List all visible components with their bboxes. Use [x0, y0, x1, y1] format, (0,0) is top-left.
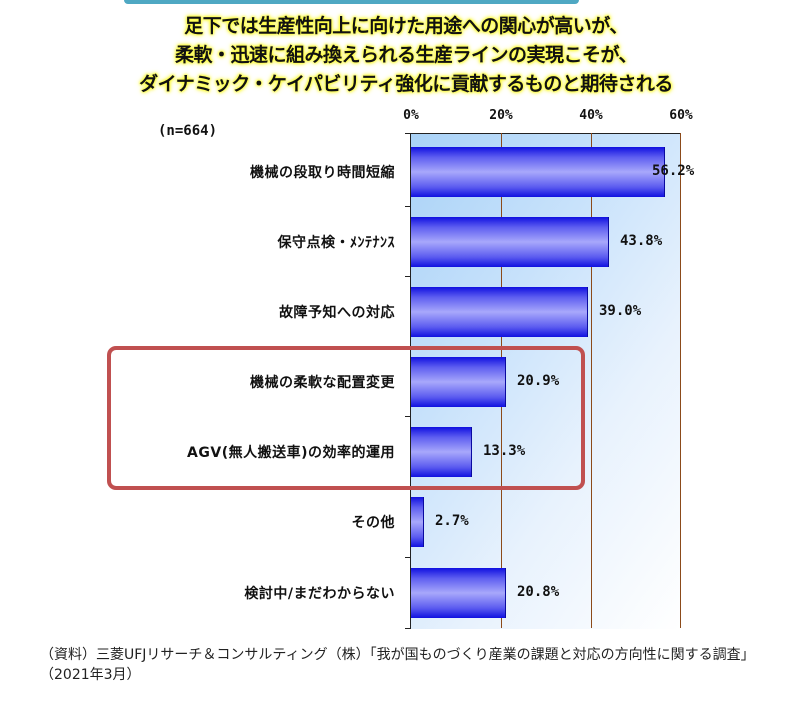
bar	[411, 497, 424, 547]
axis-tick	[405, 557, 411, 558]
x-tick-0: 0%	[403, 108, 419, 123]
category-label: 検討中/まだわからない	[244, 586, 395, 602]
x-tick-60: 60%	[669, 108, 693, 123]
bar	[411, 568, 506, 618]
highlight-box	[107, 346, 585, 490]
x-tick-20: 20%	[489, 108, 513, 123]
bar	[411, 217, 609, 267]
axis-tick	[405, 133, 411, 134]
value-label: 56.2%	[652, 163, 695, 179]
chart-headline: 足下では生産性向上に向けた用途への関心が高いが、 柔軟・迅速に組み換えられる生産…	[0, 12, 812, 99]
value-label: 20.8%	[517, 584, 560, 600]
source-note: （資料）三菱UFJリサーチ＆コンサルティング（株）「我が国ものづくり産業の課題と…	[40, 647, 755, 683]
top-accent-bar	[124, 0, 579, 4]
headline-line-2: 柔軟・迅速に組み換えられる生産ラインの実現こそが、	[174, 44, 638, 66]
value-label: 20.9%	[517, 373, 560, 389]
bar	[411, 287, 588, 337]
category-label: 保守点検・ﾒﾝﾃﾅﾝｽ	[277, 235, 395, 251]
category-label: 故障予知への対応	[279, 305, 395, 321]
category-label: 機械の柔軟な配置変更	[250, 375, 395, 391]
gridline-40	[591, 133, 592, 628]
gridline-60	[680, 133, 681, 628]
value-label: 39.0%	[599, 303, 642, 319]
category-label: 機械の段取り時間短縮	[250, 165, 395, 181]
value-label: 2.7%	[435, 513, 469, 529]
category-label: AGV(無人搬送車)の効率的運用	[187, 445, 395, 461]
axis-tick	[405, 276, 411, 277]
value-label: 43.8%	[620, 233, 663, 249]
axis-tick	[405, 628, 411, 629]
value-label: 13.3%	[483, 443, 526, 459]
headline-line-3: ダイナミック・ケイパビリティ強化に貢献するものと期待される	[139, 73, 673, 95]
bar	[411, 357, 506, 407]
axis-tick	[405, 206, 411, 207]
bar	[411, 147, 665, 197]
bar	[411, 427, 472, 477]
y-axis-line	[410, 133, 411, 629]
sample-size-label: (n=664)	[158, 123, 218, 139]
headline-line-1: 足下では生産性向上に向けた用途への関心が高いが、	[184, 15, 628, 37]
axis-tick	[405, 416, 411, 417]
category-label: その他	[351, 515, 395, 531]
x-tick-40: 40%	[579, 108, 603, 123]
